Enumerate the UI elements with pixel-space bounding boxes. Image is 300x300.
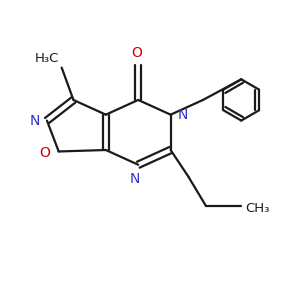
Text: CH₃: CH₃	[246, 202, 270, 215]
Text: O: O	[131, 46, 142, 60]
Text: O: O	[39, 146, 50, 160]
Text: N: N	[130, 172, 140, 186]
Text: H₃C: H₃C	[34, 52, 59, 64]
Text: N: N	[178, 108, 188, 122]
Text: N: N	[29, 114, 40, 128]
